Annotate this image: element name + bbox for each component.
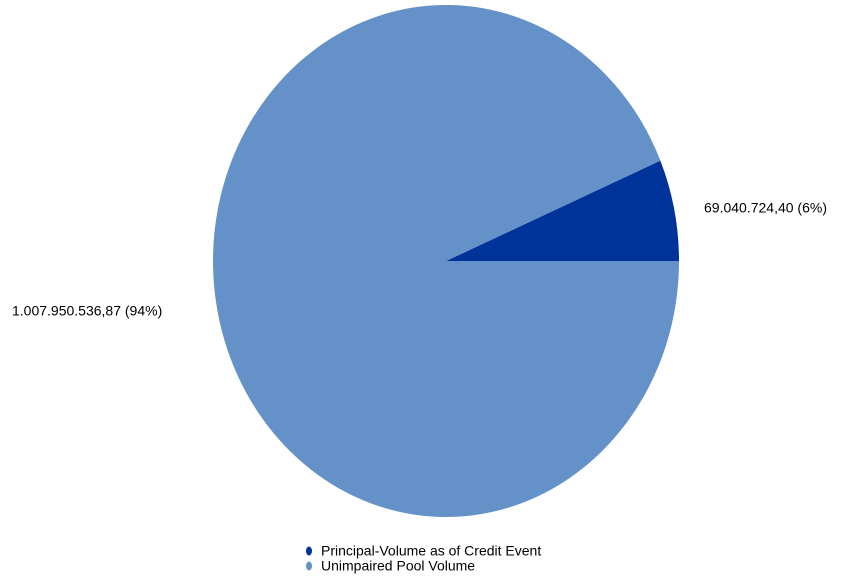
- legend: Principal-Volume as of Credit Event Unim…: [306, 543, 541, 574]
- slice-labels: 69.040.724,40 (6%) 1.007.950.536,87 (94%…: [12, 200, 827, 319]
- pie-slice-unimpaired: [212, 5, 679, 518]
- slice-label-credit-event: 69.040.724,40 (6%): [704, 200, 827, 216]
- slice-label-unimpaired: 1.007.950.536,87 (94%): [12, 303, 162, 319]
- legend-item-credit-event: Principal-Volume as of Credit Event: [306, 543, 541, 559]
- legend-marker-unimpaired: [306, 561, 312, 571]
- legend-item-unimpaired: Unimpaired Pool Volume: [306, 558, 475, 574]
- pie-slice-credit-event: [446, 160, 679, 261]
- legend-marker-credit-event: [306, 546, 312, 556]
- pie-slices: [212, 5, 679, 518]
- legend-label-credit-event: Principal-Volume as of Credit Event: [321, 543, 541, 559]
- legend-label-unimpaired: Unimpaired Pool Volume: [321, 558, 475, 574]
